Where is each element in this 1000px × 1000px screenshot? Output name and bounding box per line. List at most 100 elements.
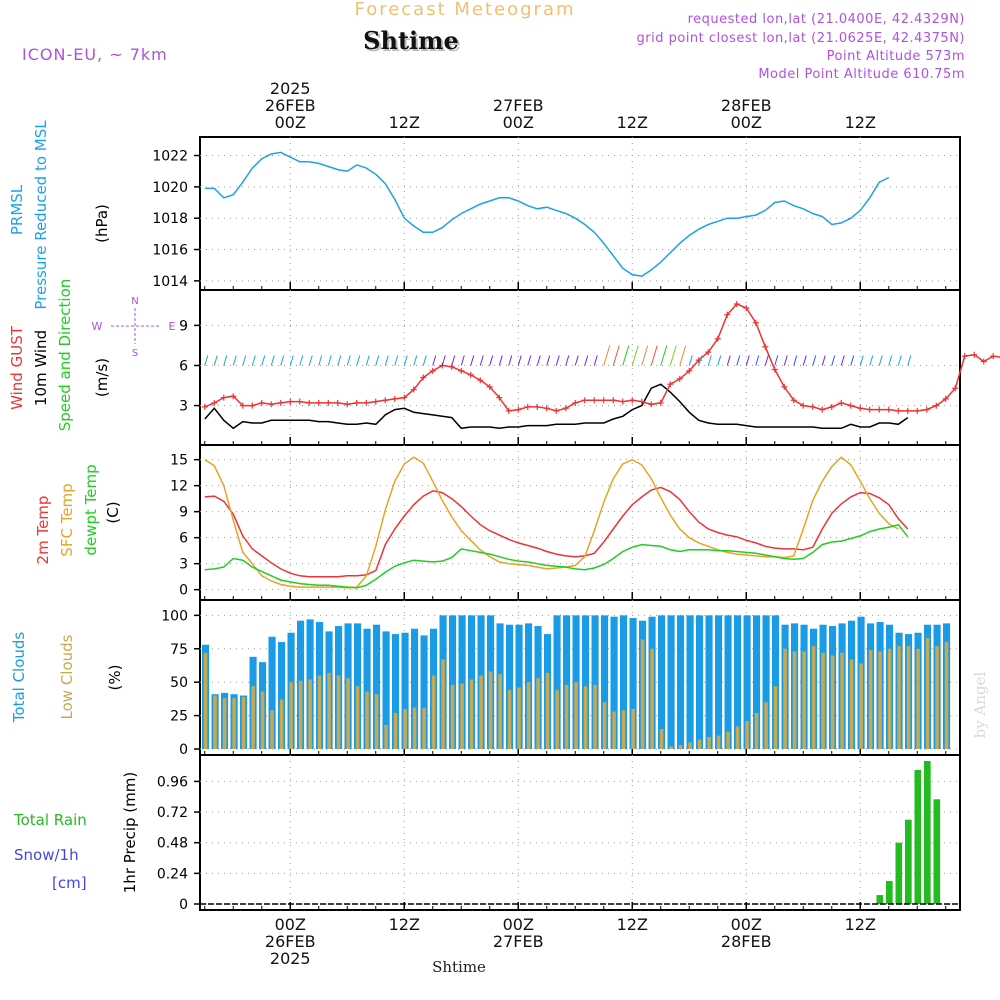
y-tick-label: 6 (179, 358, 188, 374)
total-cloud-bar (601, 615, 609, 749)
panel-frame (199, 599, 961, 756)
time-label: 28FEB (721, 96, 772, 115)
y-tick-label: 1014 (152, 274, 188, 290)
total-cloud-bar (658, 615, 666, 749)
gust-point (762, 343, 769, 350)
gust-point (648, 401, 655, 408)
gust-point (686, 367, 693, 374)
low-cloud-bar (431, 675, 436, 749)
point-altitude: Point Altitude 573m (827, 49, 965, 64)
gust-point (923, 406, 930, 413)
total-cloud-bar (449, 615, 457, 749)
wind-arrow (707, 355, 712, 366)
series-line-dewpt-temp (204, 523, 909, 589)
wind-arrow (318, 355, 323, 366)
low-cloud-bar (355, 686, 360, 749)
wind-arrow (612, 345, 620, 366)
wind-arrow (878, 355, 883, 366)
y-tick-label: 0 (179, 742, 188, 758)
wind-label: Wind GUST (8, 325, 26, 410)
temp-label: dewpt Temp (82, 464, 100, 555)
y-tick-label: 0.72 (157, 805, 188, 821)
gust-point (325, 399, 332, 406)
total-cloud-bar (401, 632, 409, 749)
wind-arrow (242, 355, 247, 366)
total-cloud-bar (677, 615, 685, 749)
wind-arrow (802, 355, 807, 366)
low-cloud-bar (916, 648, 920, 749)
wind-arrow (764, 355, 769, 366)
rain-bar (924, 761, 931, 904)
low-cloud-bar (289, 682, 293, 749)
gust-point (990, 353, 997, 360)
gust-point (211, 399, 218, 406)
y-tick-label: 0.48 (157, 836, 188, 852)
gust-point (372, 398, 379, 405)
gust-point (572, 399, 579, 406)
low-cloud-bar (327, 672, 331, 749)
wind-arrow (489, 355, 494, 366)
gust-point (857, 405, 864, 412)
low-cloud-bar (859, 663, 863, 749)
panel-temperature: 0 3 6 9 12 15 (C) 2m Temp SFC Temp dewpt Temp (34, 444, 961, 601)
gust-point (895, 407, 902, 414)
low-cloud-bar (336, 675, 341, 749)
low-cloud-bar (488, 671, 493, 749)
low-cloud-bar (849, 659, 854, 749)
total-cloud-bar (705, 615, 713, 749)
gust-point (724, 311, 731, 318)
snow-legend: Snow/1h (14, 846, 79, 864)
pressure-label: PRMSL (8, 184, 26, 235)
low-cloud-bar (811, 646, 816, 749)
wind-unit: (m/s) (93, 358, 111, 397)
wind-arrow (289, 355, 294, 366)
low-cloud-bar (640, 639, 645, 749)
gust-point (866, 406, 873, 413)
wind-arrow (337, 355, 342, 366)
gust-point (486, 383, 493, 390)
low-cloud-bar (460, 683, 464, 749)
wind-arrow (394, 355, 399, 366)
wind-arrow (603, 345, 611, 366)
footer-location: Shtime (432, 958, 486, 976)
time-label: 27FEB (493, 932, 544, 951)
low-cloud-bar (612, 711, 616, 749)
gust-point (315, 399, 322, 406)
low-cloud-bar (422, 707, 426, 749)
series-line-wind-gust (204, 303, 1000, 412)
gust-point (933, 402, 940, 409)
wind-arrow (831, 355, 836, 366)
gust-point (828, 403, 835, 410)
low-cloud-bar (783, 648, 787, 749)
precip-label: 1hr Precip (mm) (121, 772, 139, 893)
low-cloud-bar (412, 707, 417, 749)
wind-arrow (907, 355, 912, 366)
time-label: 12Z (845, 915, 876, 934)
wind-arrow (327, 355, 332, 366)
temp-unit: (C) (104, 501, 122, 523)
low-cloud-bar (716, 735, 721, 749)
wind-arrow (375, 355, 380, 366)
y-tick-label: 3 (179, 557, 188, 573)
low-cloud-bar (403, 708, 407, 749)
panel-frame (199, 754, 961, 911)
gust-point (667, 381, 674, 388)
time-label: 12Z (845, 113, 876, 132)
total-cloud-bar (667, 615, 675, 749)
time-label: 00Z (503, 113, 534, 132)
wind-arrow (679, 345, 687, 366)
gust-point (553, 407, 560, 414)
y-tick-label: 100 (161, 608, 188, 624)
panel-frame (199, 289, 961, 446)
gust-point (543, 405, 550, 412)
total-cloud-bar (753, 615, 761, 749)
low-cloud-bar (925, 638, 930, 749)
wind-arrow (422, 355, 427, 366)
low-cloud-bar (479, 675, 483, 749)
wind-arrow (888, 355, 893, 366)
time-label: 12Z (617, 113, 648, 132)
wind-label: 10m Wind (32, 330, 50, 406)
compass-w: W (92, 320, 103, 333)
total-cloud-bar (591, 615, 599, 749)
